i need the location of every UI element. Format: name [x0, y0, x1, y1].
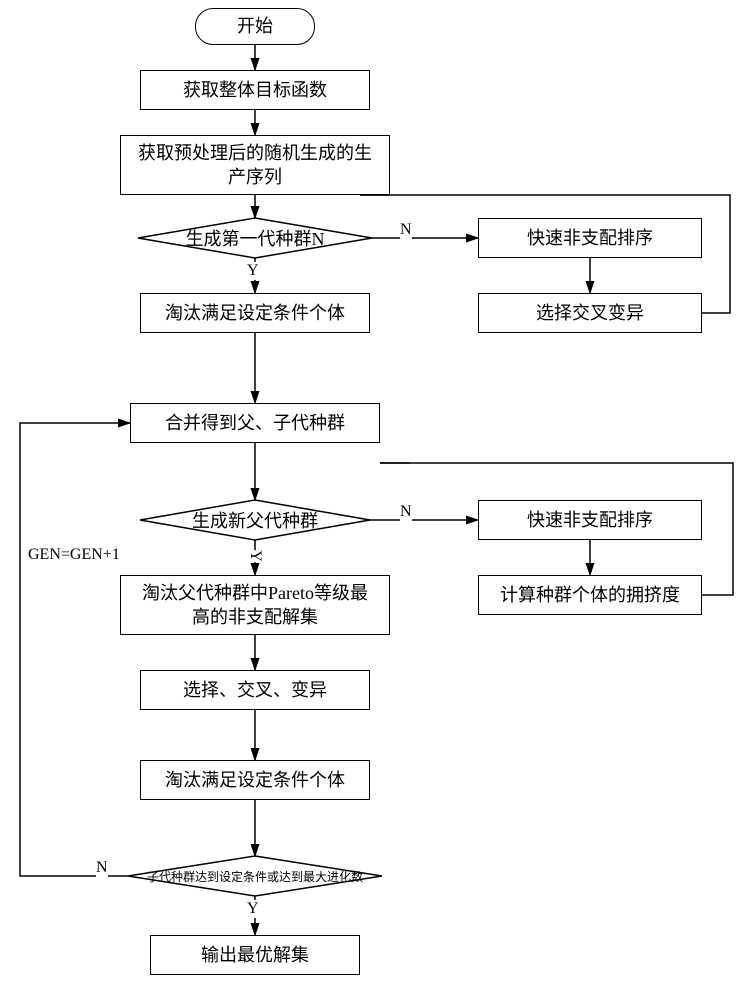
process-fast-sort-1: 快速非支配排序: [478, 218, 702, 258]
label-y1: Y: [247, 262, 259, 280]
d3-label: 子代种群达到设定条件或达到最大进化数: [147, 868, 363, 885]
r2a-label: 快速非支配排序: [527, 508, 653, 532]
d2-label: 生成新父代种群: [192, 507, 318, 533]
label-n-d2: N: [400, 503, 412, 521]
n3-label: 淘汰满足设定条件个体: [165, 301, 345, 325]
process-select-cross-1: 选择交叉变异: [478, 293, 702, 333]
process-eliminate-1: 淘汰满足设定条件个体: [140, 293, 370, 333]
label-y3: Y: [247, 900, 259, 918]
n8-label: 输出最优解集: [201, 943, 309, 967]
process-select-cross-mutate: 选择、交叉、变异: [140, 670, 370, 710]
r2b-label: 计算种群个体的拥挤度: [500, 583, 680, 607]
decision-termination: 子代种群达到设定条件或达到最大进化数: [142, 868, 368, 884]
label-n-d3: N: [96, 859, 108, 877]
n5-label: 淘汰父代种群中Pareto等级最 高的非支配解集: [142, 581, 368, 630]
process-crowding: 计算种群个体的拥挤度: [478, 575, 702, 615]
process-objective-function: 获取整体目标函数: [140, 70, 370, 110]
decision-new-parent: 生成新父代种群: [160, 508, 350, 532]
process-random-sequence: 获取预处理后的随机生成的生 产序列: [120, 135, 390, 195]
label-gen: GEN=GEN+1: [28, 546, 120, 564]
process-eliminate-2: 淘汰满足设定条件个体: [140, 760, 370, 800]
r1b-label: 选择交叉变异: [536, 301, 644, 325]
decision-first-gen: 生成第一代种群N: [155, 226, 355, 250]
label-n-d1: N: [400, 221, 412, 239]
start-label: 开始: [237, 14, 273, 38]
n4-label: 合并得到父、子代种群: [165, 411, 345, 435]
process-eliminate-pareto: 淘汰父代种群中Pareto等级最 高的非支配解集: [120, 575, 390, 635]
n1-label: 获取整体目标函数: [183, 78, 327, 102]
process-output-solution: 输出最优解集: [150, 935, 360, 975]
process-fast-sort-2: 快速非支配排序: [478, 500, 702, 540]
n6-label: 选择、交叉、变异: [183, 678, 327, 702]
label-y2: Y: [246, 550, 264, 562]
r1a-label: 快速非支配排序: [527, 226, 653, 250]
d1-label: 生成第一代种群N: [186, 225, 325, 251]
n2-label: 获取预处理后的随机生成的生 产序列: [138, 141, 372, 190]
start-terminator: 开始: [195, 8, 315, 45]
process-merge-parent-child: 合并得到父、子代种群: [130, 403, 380, 443]
n7-label: 淘汰满足设定条件个体: [165, 768, 345, 792]
